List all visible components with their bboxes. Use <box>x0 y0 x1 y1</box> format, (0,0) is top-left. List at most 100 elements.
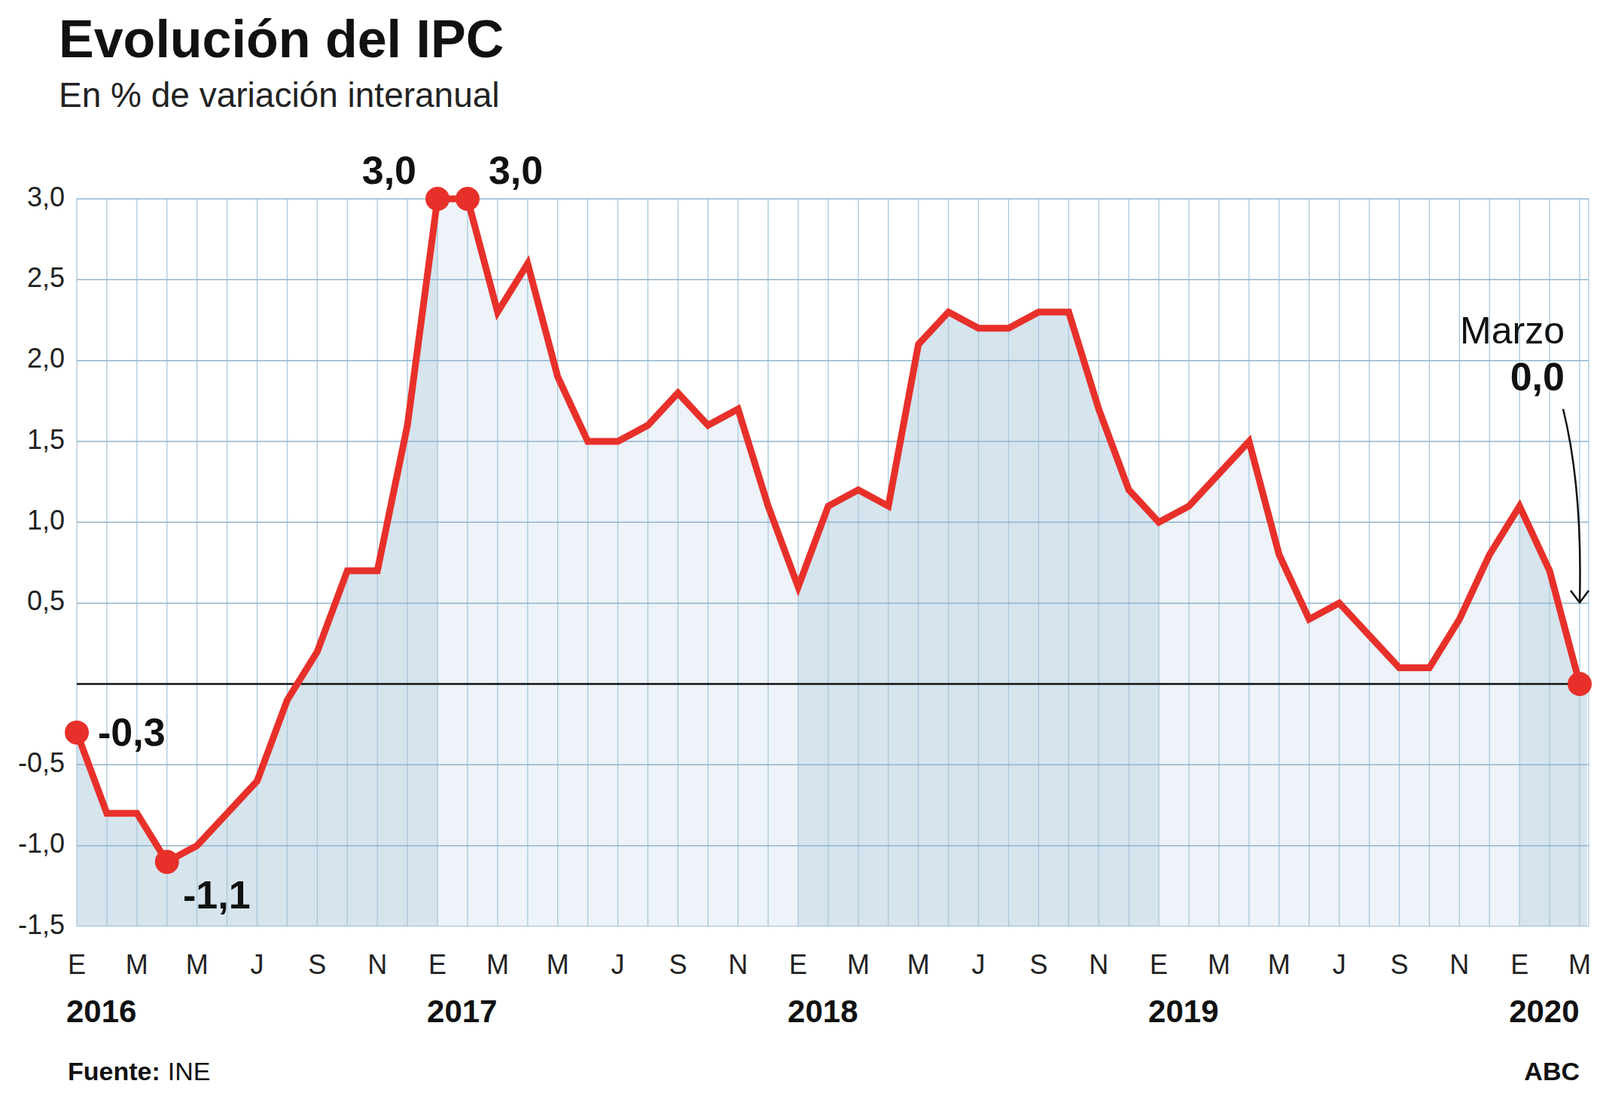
highlight-point <box>1567 671 1592 696</box>
grid-line-y <box>76 764 1589 766</box>
y-tick-label: 1,0 <box>27 504 65 536</box>
grid-line-x <box>557 198 558 927</box>
source: Fuente:INE <box>67 1056 211 1085</box>
grid-line-x <box>1368 198 1370 927</box>
highlight-point <box>455 186 480 211</box>
x-tick-label: M <box>486 948 509 980</box>
x-tick-label: J <box>1332 948 1347 980</box>
grid-line-x <box>917 198 919 927</box>
zero-line <box>76 682 1589 686</box>
grid-line-x <box>827 198 829 927</box>
annotation-arrow <box>1563 408 1581 603</box>
grid-line-x <box>887 198 889 927</box>
grid-line-y <box>76 602 1589 604</box>
grid-line-x <box>1068 198 1070 927</box>
y-tick-label: 2,0 <box>27 342 65 374</box>
y-tick-label: -1,0 <box>18 827 65 859</box>
grid-line-x <box>707 198 709 927</box>
grid-line-x <box>978 198 979 927</box>
highlight-point <box>155 849 180 874</box>
grid-line-x <box>1218 198 1220 927</box>
x-tick-label: N <box>367 948 388 980</box>
value-label: -1,1 <box>182 872 251 917</box>
grid-line-x <box>466 198 468 927</box>
x-tick-label: S <box>1029 948 1048 980</box>
grid-line-x <box>1459 198 1460 927</box>
chart: Evolución del IPC En % de variación inter… <box>0 0 1600 1096</box>
x-tick-label: S <box>668 948 687 980</box>
grid-line-y <box>76 521 1589 524</box>
grid-line-y <box>76 279 1589 281</box>
grid-line-x <box>1128 198 1130 927</box>
y-tick-label: 0,5 <box>27 585 65 616</box>
value-label: 3,0 <box>488 148 543 192</box>
area-bands <box>76 189 1589 927</box>
x-tick-label: S <box>307 948 327 980</box>
grid-line-x <box>286 198 288 927</box>
x-tick-label: M <box>847 948 870 980</box>
highlight-point <box>425 186 450 211</box>
value-label: -0,3 <box>97 710 166 754</box>
subtitle: En % de variación interanual <box>58 75 500 115</box>
grid-line-x <box>797 198 799 927</box>
grid-line-x <box>527 198 528 927</box>
grid-line-y <box>76 359 1589 362</box>
grid-line-x <box>1188 198 1189 927</box>
y-tick-label: -1,5 <box>18 908 65 940</box>
x-tick-label: M <box>125 948 149 980</box>
x-tick-label: E <box>67 948 86 980</box>
plot-edge <box>1587 198 1589 927</box>
grid-line-x <box>316 198 318 927</box>
value-label: 0,0 <box>1510 354 1565 399</box>
grid-line-x <box>647 198 649 927</box>
grid-line-x <box>768 198 769 927</box>
grid-line-y <box>76 198 1589 200</box>
grid-line-y <box>76 925 1589 927</box>
grid-line-x <box>947 198 949 927</box>
x-tick-label: E <box>789 948 808 980</box>
year-label: 2018 <box>787 993 858 1029</box>
year-label: 2016 <box>66 993 137 1029</box>
grid-line-x <box>166 198 168 927</box>
year-label: 2019 <box>1148 993 1219 1029</box>
grid-line-x <box>347 198 348 927</box>
x-tick-label: N <box>1088 948 1109 980</box>
x-tick-label: M <box>1207 948 1231 980</box>
grid-line-x <box>256 198 258 927</box>
x-tick-label: E <box>428 948 447 980</box>
grid-line-x <box>677 198 679 927</box>
value-label: 3,0 <box>362 148 417 192</box>
x-tick-label: J <box>611 948 625 980</box>
grid-line-x <box>406 198 408 927</box>
grid-line-x <box>106 198 107 927</box>
grid-line-y <box>76 844 1589 847</box>
ipc-line <box>76 198 1580 862</box>
title: Evolución del IPC <box>58 9 504 69</box>
x-tick-label: J <box>250 948 265 980</box>
credit: ABC <box>1523 1056 1580 1085</box>
y-tick-label: 3,0 <box>27 181 65 213</box>
grid-line-x <box>1429 198 1430 927</box>
x-tick-label: M <box>185 948 209 980</box>
x-tick-label: M <box>907 948 930 980</box>
grid-line-x <box>1038 198 1040 927</box>
annotation-arrowhead <box>1570 590 1589 603</box>
grid-line-x <box>1158 198 1159 927</box>
grid-line-x <box>737 198 739 927</box>
x-tick-label: E <box>1149 948 1168 980</box>
grid-line-x <box>587 198 589 927</box>
year-label: 2020 <box>1508 993 1579 1029</box>
plot-area <box>76 189 1589 927</box>
grid-line-x <box>857 198 859 927</box>
x-tick-label: N <box>728 948 748 980</box>
source-label: Fuente: <box>67 1056 161 1085</box>
year-band <box>1158 189 1520 927</box>
grid-line-x <box>617 198 619 927</box>
grid-line-x <box>1008 198 1009 927</box>
year-label: 2017 <box>426 993 497 1029</box>
grid-line-x <box>1338 198 1340 927</box>
grid-line-x <box>1308 198 1310 927</box>
x-tick-label: J <box>972 948 986 980</box>
x-tick-label: M <box>1267 948 1291 980</box>
grid-line-x <box>1098 198 1100 927</box>
